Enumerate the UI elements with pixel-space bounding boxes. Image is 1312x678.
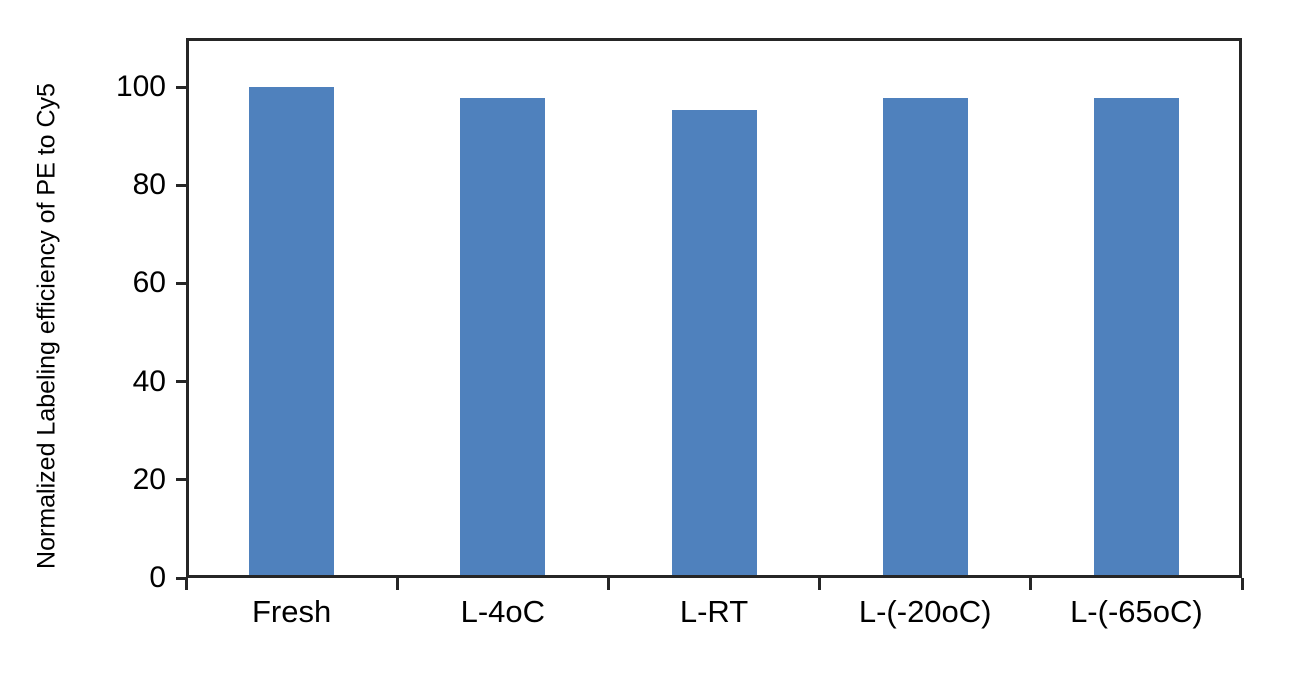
x-category-label: L-4oC bbox=[460, 594, 546, 629]
y-tick-label: 80 bbox=[132, 168, 166, 202]
bar-l-20oc bbox=[882, 97, 968, 578]
y-tick-mark bbox=[176, 478, 186, 482]
x-tick-mark bbox=[1029, 578, 1033, 590]
x-tick-mark bbox=[606, 578, 610, 590]
x-category-label: L-(-65oC) bbox=[1070, 594, 1203, 629]
y-axis-title: Normalized Labeling efficiency of PE to … bbox=[32, 83, 61, 569]
x-tick-mark bbox=[1240, 578, 1244, 590]
x-category-label: Fresh bbox=[251, 594, 332, 629]
x-tick-mark bbox=[184, 578, 188, 590]
bar-l-rt bbox=[671, 109, 757, 578]
y-tick-mark bbox=[176, 183, 186, 187]
x-tick-mark bbox=[818, 578, 822, 590]
bar-l-65oc bbox=[1093, 97, 1179, 578]
x-category-label: L-RT bbox=[679, 594, 749, 629]
y-tick-label: 100 bbox=[115, 70, 166, 104]
y-tick-mark bbox=[176, 576, 186, 580]
y-tick-label: 0 bbox=[149, 561, 166, 594]
y-tick-label: 40 bbox=[132, 364, 166, 398]
plot-area bbox=[186, 38, 1242, 578]
y-tick-mark bbox=[176, 380, 186, 384]
y-tick-label: 20 bbox=[132, 462, 166, 496]
y-tick-mark bbox=[176, 85, 186, 89]
y-tick-label: 60 bbox=[132, 266, 166, 300]
bar-fresh bbox=[249, 87, 335, 578]
x-category-label: L-(-20oC) bbox=[858, 594, 992, 629]
x-tick-mark bbox=[395, 578, 399, 590]
y-tick-mark bbox=[176, 281, 186, 285]
bar-l-4oc bbox=[460, 97, 546, 578]
